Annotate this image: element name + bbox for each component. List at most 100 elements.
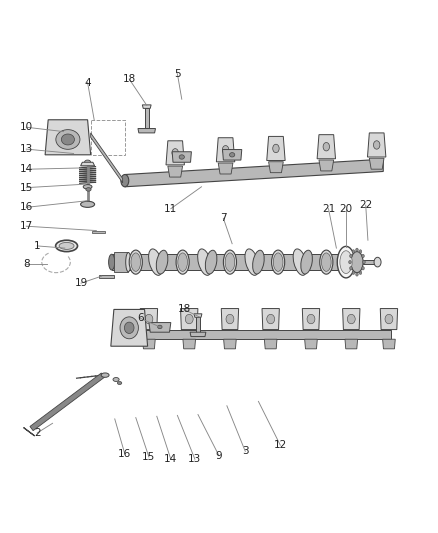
Polygon shape <box>302 309 320 329</box>
Polygon shape <box>45 120 91 155</box>
Polygon shape <box>117 329 391 339</box>
Ellipse shape <box>350 266 352 270</box>
Polygon shape <box>367 133 386 157</box>
Ellipse shape <box>323 142 329 151</box>
Text: 5: 5 <box>174 69 181 79</box>
Ellipse shape <box>185 314 193 324</box>
Text: 6: 6 <box>137 313 144 323</box>
Ellipse shape <box>272 250 285 274</box>
Ellipse shape <box>230 152 235 157</box>
Ellipse shape <box>226 314 234 324</box>
Ellipse shape <box>198 249 212 276</box>
Ellipse shape <box>351 252 363 273</box>
Polygon shape <box>345 339 357 349</box>
Ellipse shape <box>352 250 355 253</box>
Polygon shape <box>140 309 158 329</box>
Polygon shape <box>143 339 155 349</box>
Ellipse shape <box>179 155 184 159</box>
Text: 22: 22 <box>359 200 372 210</box>
Ellipse shape <box>293 249 307 276</box>
Ellipse shape <box>145 314 153 324</box>
Polygon shape <box>138 128 155 133</box>
Ellipse shape <box>117 382 122 384</box>
Text: 7: 7 <box>220 213 227 223</box>
Text: 14: 14 <box>164 454 177 464</box>
Ellipse shape <box>362 266 364 270</box>
Ellipse shape <box>321 253 331 271</box>
Polygon shape <box>221 309 239 329</box>
Ellipse shape <box>356 248 358 252</box>
Ellipse shape <box>113 377 119 382</box>
Text: 17: 17 <box>20 221 33 231</box>
Polygon shape <box>267 136 285 160</box>
Ellipse shape <box>349 260 351 264</box>
Ellipse shape <box>337 246 355 278</box>
Polygon shape <box>380 309 398 329</box>
Ellipse shape <box>172 149 178 157</box>
Polygon shape <box>369 158 384 169</box>
Text: 18: 18 <box>177 304 191 314</box>
Polygon shape <box>265 339 277 349</box>
Ellipse shape <box>363 260 365 264</box>
Text: 15: 15 <box>142 452 155 462</box>
Polygon shape <box>190 332 206 336</box>
Ellipse shape <box>109 254 115 270</box>
Text: 15: 15 <box>20 183 33 192</box>
Ellipse shape <box>385 314 393 324</box>
Bar <box>196 317 200 333</box>
Bar <box>92 231 105 233</box>
Ellipse shape <box>178 253 187 271</box>
Ellipse shape <box>61 134 74 145</box>
Ellipse shape <box>85 160 91 165</box>
Text: 3: 3 <box>242 446 249 456</box>
Ellipse shape <box>301 250 312 274</box>
Polygon shape <box>111 310 148 346</box>
Polygon shape <box>183 339 195 349</box>
Ellipse shape <box>350 254 352 258</box>
Polygon shape <box>180 309 198 329</box>
Polygon shape <box>172 152 191 162</box>
Ellipse shape <box>176 250 189 274</box>
Text: 11: 11 <box>164 204 177 214</box>
Polygon shape <box>383 339 395 349</box>
Polygon shape <box>343 309 360 329</box>
Ellipse shape <box>273 144 279 152</box>
Text: 4: 4 <box>84 77 91 87</box>
Ellipse shape <box>340 251 352 273</box>
Ellipse shape <box>81 201 95 207</box>
Ellipse shape <box>205 250 217 274</box>
Ellipse shape <box>374 257 381 267</box>
Ellipse shape <box>359 250 362 253</box>
Polygon shape <box>268 161 283 173</box>
Ellipse shape <box>114 329 121 339</box>
Text: 18: 18 <box>123 74 136 84</box>
Ellipse shape <box>120 317 138 339</box>
Polygon shape <box>262 309 279 329</box>
Polygon shape <box>224 339 236 349</box>
Polygon shape <box>30 373 105 431</box>
Ellipse shape <box>56 130 80 149</box>
Polygon shape <box>194 314 202 317</box>
Text: 19: 19 <box>74 278 88 288</box>
Ellipse shape <box>223 146 229 154</box>
Text: 21: 21 <box>322 204 335 214</box>
Polygon shape <box>319 160 334 171</box>
Text: 9: 9 <box>215 451 223 461</box>
Text: 8: 8 <box>23 260 30 269</box>
Polygon shape <box>317 135 336 159</box>
Ellipse shape <box>101 373 109 377</box>
Ellipse shape <box>83 184 92 189</box>
Polygon shape <box>24 427 35 436</box>
Ellipse shape <box>362 254 364 258</box>
Polygon shape <box>166 141 184 165</box>
Bar <box>145 108 149 129</box>
Ellipse shape <box>131 253 141 271</box>
Ellipse shape <box>374 141 380 149</box>
Text: 10: 10 <box>20 122 33 132</box>
Polygon shape <box>125 159 383 187</box>
Polygon shape <box>216 138 235 162</box>
Ellipse shape <box>121 174 129 187</box>
Polygon shape <box>149 322 171 332</box>
Ellipse shape <box>225 253 235 271</box>
Text: 13: 13 <box>20 144 33 154</box>
